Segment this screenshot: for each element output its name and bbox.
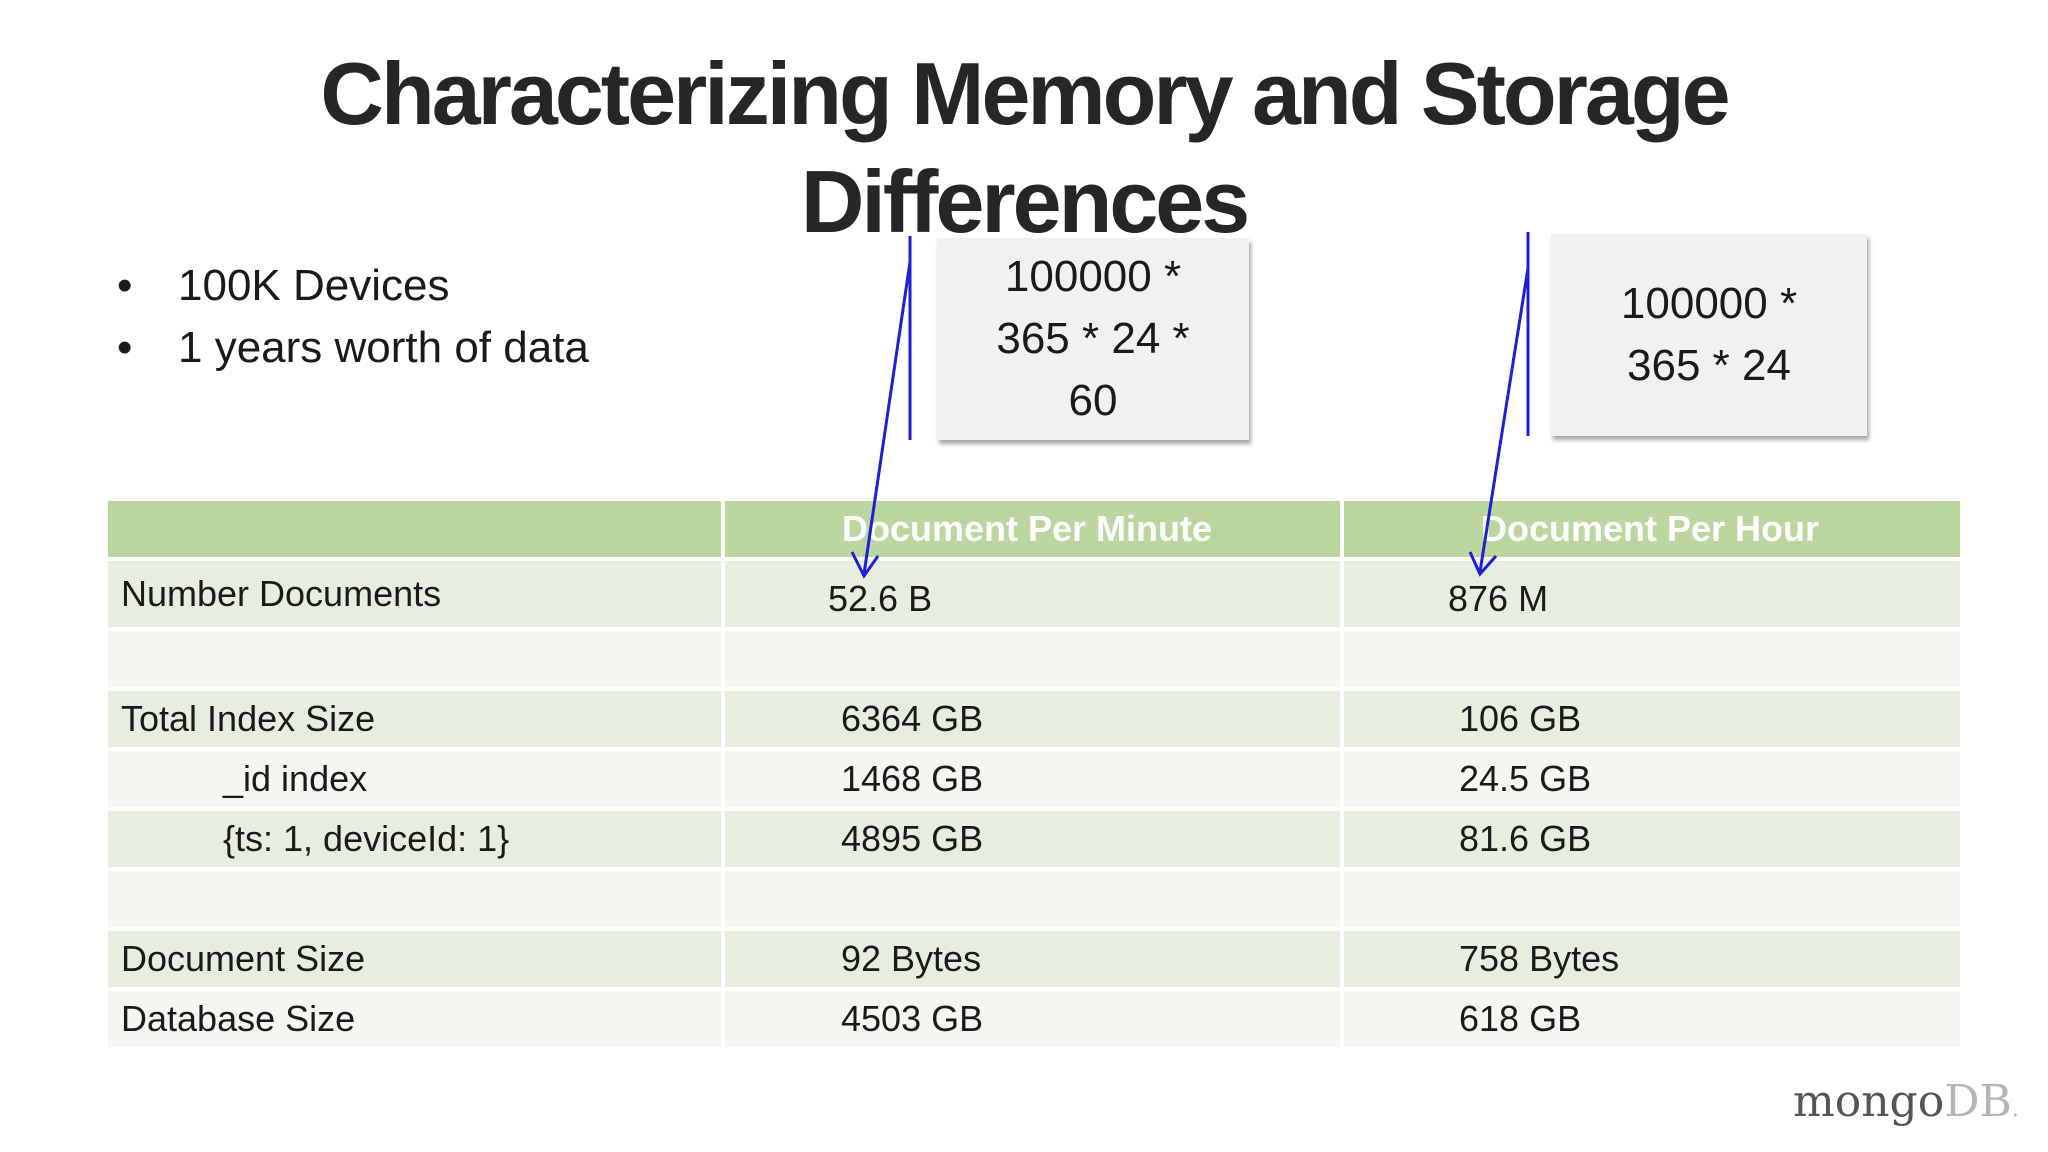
row-label: Database Size [104, 987, 725, 1051]
mongodb-logo: mongoDB. [1793, 1076, 2019, 1136]
calc-line: 100000 * [1620, 279, 1798, 328]
cell-hour: 876 M [1340, 557, 1964, 631]
bullet-item: 100K Devices [115, 255, 589, 317]
cell-hour: 81.6 GB [1340, 807, 1964, 871]
logo-text-mongo: mongo [1793, 1076, 1945, 1127]
calc-line: 100000 * [1004, 252, 1182, 301]
size-comparison-table: Document Per Minute Document Per Hour Nu… [104, 497, 1964, 1051]
calc-line: 365 * 24 [1627, 341, 1791, 390]
bullet-item: 1 years worth of data [115, 317, 589, 379]
cell-hour [1340, 627, 1964, 691]
cell-hour [1340, 867, 1964, 931]
cell-hour: 758 Bytes [1340, 927, 1964, 991]
slide-title-line-2: Differences [800, 152, 1250, 251]
slide-title: Characterizing Memory and Storage Differ… [0, 40, 2048, 256]
bullet-list: 100K Devices 1 years worth of data [115, 255, 589, 379]
row-label: Number Documents [104, 557, 725, 631]
cell-minute [721, 867, 1344, 931]
row-label: {ts: 1, deviceId: 1} [104, 807, 725, 871]
row-label [104, 867, 725, 931]
calc-line: 365 * 24 * [996, 314, 1190, 363]
header-document-per-hour: Document Per Hour [1340, 497, 1964, 561]
row-label: Document Size [104, 927, 725, 991]
slide-title-line-1: Characterizing Memory and Storage [320, 44, 1730, 143]
table-row: Database Size 4503 GB 618 GB [104, 987, 1964, 1051]
row-label: Total Index Size [104, 687, 725, 751]
header-empty [104, 497, 725, 561]
row-label [104, 627, 725, 691]
cell-minute [721, 627, 1344, 691]
table-header-row: Document Per Minute Document Per Hour [104, 497, 1964, 561]
table-row: Number Documents 52.6 B 876 M [104, 557, 1964, 631]
table-row [104, 867, 1964, 931]
cell-minute: 1468 GB [721, 747, 1344, 811]
table-row [104, 627, 1964, 691]
cell-minute: 52.6 B [721, 557, 1344, 631]
header-document-per-minute: Document Per Minute [721, 497, 1344, 561]
logo-mark: . [2011, 1097, 2019, 1122]
table-row: Total Index Size 6364 GB 106 GB [104, 687, 1964, 751]
cell-minute: 6364 GB [721, 687, 1344, 751]
cell-minute: 92 Bytes [721, 927, 1344, 991]
logo-text-db: DB [1944, 1076, 2012, 1127]
cell-hour: 106 GB [1340, 687, 1964, 751]
table-row: {ts: 1, deviceId: 1} 4895 GB 81.6 GB [104, 807, 1964, 871]
cell-minute: 4895 GB [721, 807, 1344, 871]
row-label: _id index [104, 747, 725, 811]
cell-hour: 24.5 GB [1340, 747, 1964, 811]
cell-hour: 618 GB [1340, 987, 1964, 1051]
table-row: Document Size 92 Bytes 758 Bytes [104, 927, 1964, 991]
table-row: _id index 1468 GB 24.5 GB [104, 747, 1964, 811]
calc-line: 60 [1068, 376, 1118, 425]
calc-box-minute: 100000 * 365 * 24 * 60 [937, 238, 1249, 440]
cell-minute: 4503 GB [721, 987, 1344, 1051]
calc-box-hour: 100000 * 365 * 24 [1551, 234, 1867, 436]
